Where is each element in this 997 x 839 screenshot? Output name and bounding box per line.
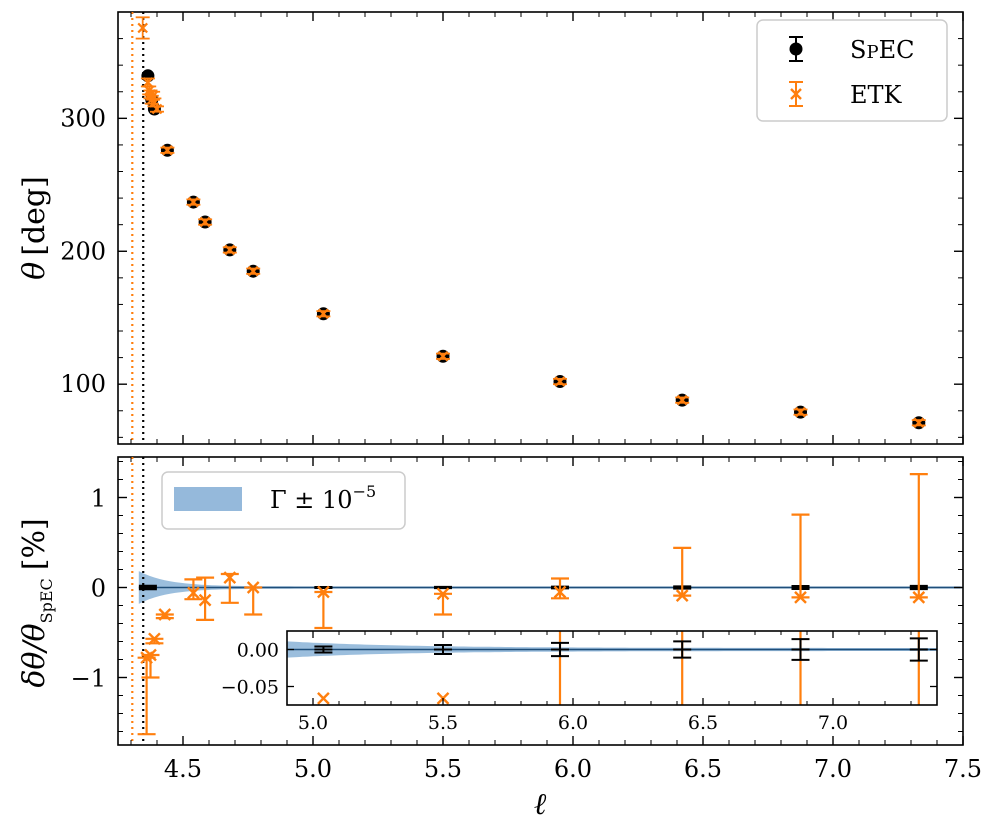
legend-spec-label: SPEC [850, 36, 914, 64]
top-panel-frame [117, 11, 964, 445]
etk-point [149, 97, 160, 108]
bottom-ytick-label: 1 [91, 485, 106, 513]
etk-residual-point [223, 571, 237, 584]
etk-residual-point [675, 589, 689, 602]
inset-background [287, 631, 937, 705]
etk-residual-point [794, 591, 807, 604]
etk-point [318, 308, 329, 320]
etk-point [162, 144, 173, 156]
legend-band-label: Γ ± 10−5 [270, 482, 376, 514]
bottom-ytick-label: −1 [71, 665, 106, 693]
etk-point [137, 22, 148, 34]
etk-residual-errorbar [434, 592, 452, 616]
etk-residual-errorbar [909, 473, 928, 599]
inset-frame [286, 630, 938, 706]
legend-etk-label: ETK [850, 81, 903, 109]
etk-point [676, 394, 688, 406]
etk-point [151, 103, 163, 115]
bottom-y-axis-label: δθ/θSpEC[%] [17, 518, 56, 687]
etk-point [224, 244, 236, 256]
top-legend-box [756, 19, 948, 122]
legend-spec-marker [789, 36, 803, 62]
top-plot-area [131, 12, 926, 444]
etk-residual-point [198, 593, 212, 607]
etk-residual-errorbar [137, 656, 156, 736]
etk-residual-point [187, 586, 200, 600]
etk-residual-point [246, 581, 260, 594]
inset-xtick-label: 6.0 [558, 712, 588, 734]
inset-xtick-label: 5.5 [428, 712, 458, 734]
bottom-xtick-label: 5.0 [294, 755, 332, 783]
top-legend: SPEC ETK [756, 19, 948, 122]
etk-point [554, 376, 566, 387]
inset-xtick-label: 7.0 [818, 712, 848, 734]
etk-residual-errorbar [184, 578, 203, 601]
etk-residual-errorbar [551, 577, 569, 600]
bottom-plot-area [131, 457, 963, 745]
etk-residual-errorbar [314, 590, 333, 630]
etk-point [199, 216, 211, 228]
etk-point [795, 406, 806, 418]
bottom-xtick-label: 4.5 [164, 755, 202, 783]
legend-band-swatch [174, 487, 242, 511]
inset-ytick-label: 0.00 [237, 640, 279, 662]
bottom-legend: Γ ± 10−5 [161, 471, 406, 530]
etk-point [437, 350, 449, 362]
etk-point [142, 77, 154, 88]
etk-residual-point [144, 648, 157, 662]
bottom-xtick-label: 6.5 [684, 755, 722, 783]
bottom-xtick-label: 7.0 [814, 755, 852, 783]
etk-residual-point [436, 587, 450, 601]
etk-residual-errorbar [791, 513, 810, 599]
etk-residual-point [553, 585, 567, 599]
etk-point [913, 417, 925, 429]
bottom-xtick-label: 6.0 [554, 755, 592, 783]
inset-xtick-label: 5.0 [298, 712, 328, 734]
bottom-xtick-label: 5.5 [424, 755, 462, 783]
top-ytick-label: 300 [60, 104, 106, 132]
inset-ytick-label: −0.05 [221, 677, 279, 699]
etk-residual-point [912, 591, 926, 604]
inset-plot-area [287, 631, 937, 705]
etk-residual-point [158, 608, 172, 621]
bottom-xtick-label: 7.5 [944, 755, 982, 783]
x-axis-label: ℓ [534, 787, 547, 822]
etk-point [247, 265, 259, 277]
top-ytick-label: 200 [60, 237, 106, 265]
etk-residual-errorbar [244, 586, 263, 616]
etk-residual-point [148, 632, 161, 646]
bottom-ytick-label: 0 [91, 575, 106, 603]
top-ytick-label: 100 [60, 370, 106, 398]
inset-axes: 0.00 −0.05 5.0 5.5 6.0 6.5 7.0 [221, 631, 938, 734]
etk-residual-point [317, 585, 330, 599]
inset-etk-point [317, 691, 330, 705]
top-y-axis-label: θ[deg] [17, 176, 52, 280]
inset-xtick-label: 6.5 [688, 712, 718, 734]
etk-point [188, 196, 199, 208]
legend-etk-marker [789, 81, 803, 107]
bottom-axes: −1 0 1 4.5 5.0 5.5 6.0 6.5 7.0 7.5 [71, 457, 982, 783]
bottom-legend-box [161, 471, 406, 530]
bottom-panel-frame [117, 456, 964, 746]
